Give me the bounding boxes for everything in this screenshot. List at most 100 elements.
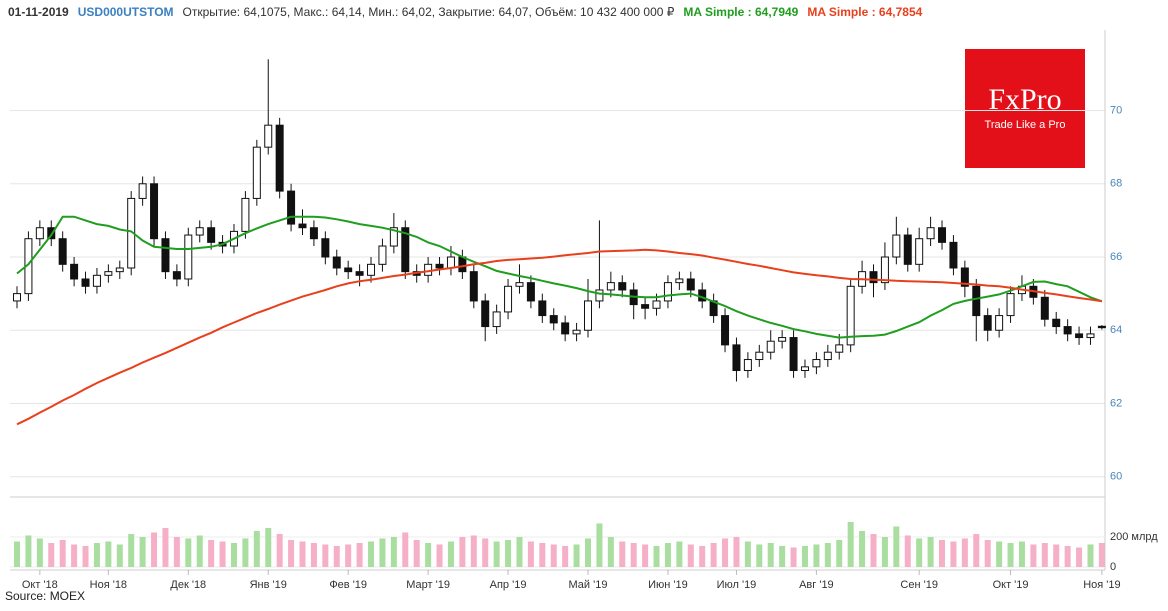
candle-body <box>389 227 398 247</box>
x-tick-label: Апр '19 <box>490 579 527 591</box>
candle-body <box>595 289 604 302</box>
x-tick-label: Окт '19 <box>993 579 1029 591</box>
candle-body <box>35 227 44 240</box>
candle-body <box>549 315 558 324</box>
volume-bar <box>619 541 626 567</box>
candle-body <box>104 271 113 276</box>
candle-body <box>618 282 627 291</box>
volume-bar <box>447 541 454 567</box>
x-tick-label: Фев '19 <box>329 579 367 591</box>
candle-body <box>70 263 79 280</box>
candle-body <box>663 282 672 302</box>
header-date: 01-11-2019 <box>8 5 69 19</box>
volume-bar <box>116 544 123 567</box>
candle-body <box>960 267 969 287</box>
logo-box <box>965 49 1085 168</box>
volume-bar <box>710 542 717 567</box>
candle-body <box>572 329 581 335</box>
candle-body <box>915 238 924 265</box>
volume-bar <box>585 538 591 567</box>
candle-body <box>732 344 741 372</box>
volume-bar <box>345 544 352 567</box>
candle-body <box>13 293 21 302</box>
candle-body <box>606 282 615 291</box>
candle-body <box>1040 296 1049 320</box>
header: 01-11-2019 USD000UTSTOM Открытие: 64,107… <box>8 5 922 19</box>
candle-body <box>949 241 958 269</box>
volume-bar <box>1041 542 1048 567</box>
volume-bar <box>299 541 306 567</box>
candle-body <box>800 366 809 372</box>
volume-bar <box>973 533 980 567</box>
volume-bar <box>402 532 409 567</box>
volume-bar <box>93 542 100 567</box>
volume-bar <box>1007 542 1014 567</box>
ma-line <box>16 248 1103 426</box>
volume-bar <box>813 544 820 567</box>
candle-body <box>401 227 410 273</box>
candle-body <box>207 227 216 243</box>
x-tick-label: Ноя '18 <box>90 579 127 591</box>
candle-body <box>115 267 124 273</box>
volume-bar <box>1064 545 1071 567</box>
volume-bar <box>14 541 20 567</box>
volume-bar <box>950 541 957 567</box>
volume-bar <box>893 526 900 567</box>
candle-body <box>766 340 775 353</box>
volume-bar <box>242 538 249 567</box>
volume-bar <box>847 521 854 567</box>
candle-body <box>686 278 695 291</box>
candle-body <box>287 190 296 225</box>
candle-body <box>81 278 90 287</box>
candle-body <box>880 256 889 284</box>
candle-body <box>92 274 101 287</box>
candle-body <box>823 351 832 361</box>
x-tick-label: Сен '19 <box>900 579 938 591</box>
x-tick-label: Июн '19 <box>648 579 688 591</box>
candle-body <box>789 337 798 372</box>
volume-bar <box>699 545 706 567</box>
candle-body <box>275 124 284 192</box>
y-tick-label: 62 <box>1110 397 1122 409</box>
volume-bar <box>82 545 89 567</box>
candle-body <box>298 223 307 229</box>
volume-bar <box>356 542 363 567</box>
candle-body <box>332 256 341 269</box>
volume-bar <box>1053 544 1060 567</box>
candle-body <box>195 227 204 236</box>
volume-bar <box>733 536 740 567</box>
volume-bar <box>939 539 946 567</box>
candle-body <box>995 315 1004 331</box>
candle-body <box>903 234 912 265</box>
candle-body <box>446 256 455 269</box>
volume-bar <box>105 541 112 567</box>
volume-bar <box>230 542 237 567</box>
candle-body <box>926 227 935 240</box>
volume-bar <box>379 538 386 567</box>
volume-bar <box>265 527 272 567</box>
volume-bar <box>482 538 489 567</box>
source: Source: MOEX <box>5 589 85 603</box>
candle-body <box>1086 333 1095 339</box>
logo-subtitle: Trade Like a Pro <box>985 119 1066 131</box>
volume-bar <box>836 539 843 567</box>
y-tick-label: 66 <box>1110 251 1122 263</box>
candle-body <box>1006 293 1015 317</box>
y-tick-label: 68 <box>1110 178 1122 190</box>
candle-body <box>983 315 992 331</box>
candle-body <box>972 285 981 317</box>
volume-bar <box>539 542 546 567</box>
volume-bar <box>687 544 694 567</box>
candle-body <box>184 234 193 280</box>
candle-body <box>161 238 170 273</box>
volume-bar <box>253 530 260 567</box>
volume-bar <box>642 544 649 567</box>
volume-bar <box>653 545 660 567</box>
candle-body <box>641 304 650 309</box>
candle-body <box>812 359 821 368</box>
volume-bar <box>505 539 512 567</box>
x-tick-label: Ноя '19 <box>1083 579 1120 591</box>
volume-bar <box>425 542 432 567</box>
volume-bar <box>744 541 751 567</box>
